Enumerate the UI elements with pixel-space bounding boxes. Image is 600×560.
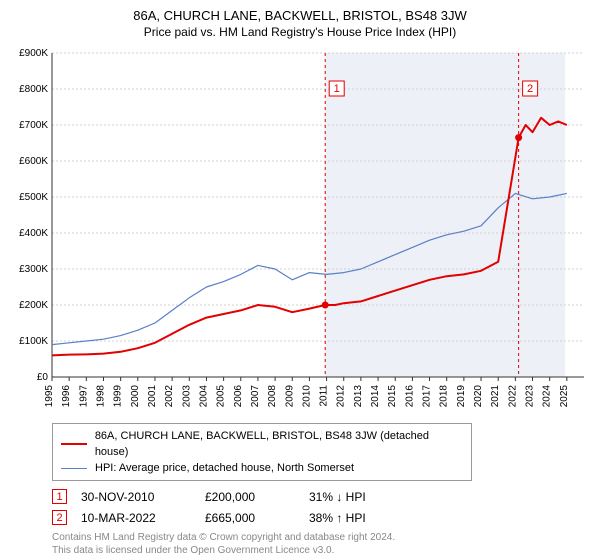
legend-swatch bbox=[61, 468, 87, 469]
footnote-line-1: Contains HM Land Registry data © Crown c… bbox=[52, 531, 592, 544]
svg-text:2017: 2017 bbox=[422, 385, 433, 408]
svg-text:£900K: £900K bbox=[19, 48, 48, 59]
svg-text:2018: 2018 bbox=[439, 385, 450, 408]
sale-marker-box: 1 bbox=[52, 489, 67, 504]
svg-text:£100K: £100K bbox=[19, 336, 48, 347]
svg-text:2022: 2022 bbox=[507, 385, 518, 408]
svg-text:1995: 1995 bbox=[44, 385, 55, 408]
svg-text:2005: 2005 bbox=[216, 385, 227, 408]
svg-text:2008: 2008 bbox=[267, 385, 278, 408]
svg-text:1: 1 bbox=[334, 83, 340, 95]
sale-date: 30-NOV-2010 bbox=[81, 490, 191, 504]
legend-swatch bbox=[61, 443, 87, 445]
svg-text:£600K: £600K bbox=[19, 156, 48, 167]
svg-text:1998: 1998 bbox=[95, 385, 106, 408]
svg-text:2010: 2010 bbox=[301, 385, 312, 408]
svg-text:2020: 2020 bbox=[473, 385, 484, 408]
sales-table: 1 30-NOV-2010 £200,000 31% ↓ HPI 2 10-MAR-202… bbox=[52, 489, 592, 525]
legend-row: 86A, CHURCH LANE, BACKWELL, BRISTOL, BS4… bbox=[61, 428, 463, 460]
sale-delta: 38% ↑ HPI bbox=[309, 511, 399, 525]
svg-text:2001: 2001 bbox=[147, 385, 158, 408]
svg-text:2015: 2015 bbox=[387, 385, 398, 408]
sale-row: 1 30-NOV-2010 £200,000 31% ↓ HPI bbox=[52, 489, 592, 504]
svg-text:£200K: £200K bbox=[19, 300, 48, 311]
chart-subtitle: Price paid vs. HM Land Registry's House … bbox=[8, 25, 592, 39]
svg-text:2009: 2009 bbox=[284, 385, 295, 408]
footnote: Contains HM Land Registry data © Crown c… bbox=[52, 531, 592, 557]
footnote-line-2: This data is licensed under the Open Gov… bbox=[52, 544, 592, 557]
sale-price: £665,000 bbox=[205, 511, 295, 525]
svg-text:2016: 2016 bbox=[404, 385, 415, 408]
svg-text:2014: 2014 bbox=[370, 385, 381, 408]
svg-text:£400K: £400K bbox=[19, 228, 48, 239]
legend-box: 86A, CHURCH LANE, BACKWELL, BRISTOL, BS4… bbox=[52, 423, 472, 481]
sale-row: 2 10-MAR-2022 £665,000 38% ↑ HPI bbox=[52, 510, 592, 525]
sale-marker-box: 2 bbox=[52, 510, 67, 525]
svg-text:2002: 2002 bbox=[164, 385, 175, 408]
svg-text:2021: 2021 bbox=[490, 385, 501, 408]
svg-text:1999: 1999 bbox=[113, 385, 124, 408]
svg-text:1996: 1996 bbox=[61, 385, 72, 408]
svg-text:2023: 2023 bbox=[525, 385, 536, 408]
sale-price: £200,000 bbox=[205, 490, 295, 504]
legend-row: HPI: Average price, detached house, Nort… bbox=[61, 460, 463, 476]
svg-text:2025: 2025 bbox=[559, 385, 570, 408]
svg-text:£800K: £800K bbox=[19, 84, 48, 95]
svg-text:£700K: £700K bbox=[19, 120, 48, 131]
svg-text:2007: 2007 bbox=[250, 385, 261, 408]
svg-text:2003: 2003 bbox=[181, 385, 192, 408]
svg-text:2019: 2019 bbox=[456, 385, 467, 408]
svg-text:2000: 2000 bbox=[130, 385, 141, 408]
svg-text:2006: 2006 bbox=[233, 385, 244, 408]
svg-text:£500K: £500K bbox=[19, 192, 48, 203]
chart-area: £0 £100K £200K £300K £400K £500K £600K £700K £80… bbox=[8, 47, 588, 417]
svg-text:2013: 2013 bbox=[353, 385, 364, 408]
chart-svg: £0 £100K £200K £300K £400K £500K £600K £700K £80… bbox=[8, 47, 588, 417]
chart-container: 86A, CHURCH LANE, BACKWELL, BRISTOL, BS4… bbox=[0, 0, 600, 560]
legend-label: HPI: Average price, detached house, Nort… bbox=[95, 460, 354, 476]
svg-text:2011: 2011 bbox=[319, 385, 330, 407]
legend-label: 86A, CHURCH LANE, BACKWELL, BRISTOL, BS4… bbox=[95, 428, 463, 460]
sale-delta: 31% ↓ HPI bbox=[309, 490, 399, 504]
svg-text:2024: 2024 bbox=[542, 385, 553, 408]
svg-text:£0: £0 bbox=[37, 372, 49, 383]
sale-date: 10-MAR-2022 bbox=[81, 511, 191, 525]
svg-text:2012: 2012 bbox=[336, 385, 347, 408]
svg-text:2004: 2004 bbox=[198, 385, 209, 408]
svg-text:£300K: £300K bbox=[19, 264, 48, 275]
svg-text:1997: 1997 bbox=[78, 385, 89, 408]
svg-text:2: 2 bbox=[527, 83, 533, 95]
chart-title: 86A, CHURCH LANE, BACKWELL, BRISTOL, BS4… bbox=[8, 8, 592, 23]
